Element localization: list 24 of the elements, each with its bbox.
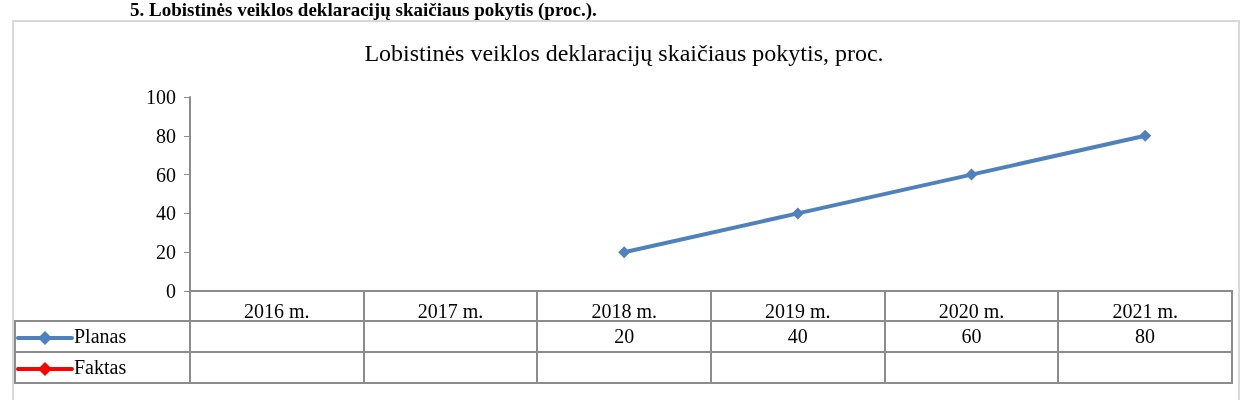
text: 5. Lobistinės veiklos deklaracijų skaičiaus pokytis (proc.).: [130, 0, 597, 20]
y-tick-label: 100: [146, 86, 176, 108]
point: [1139, 129, 1152, 142]
x-tick-label: 2020 m.: [938, 300, 1005, 322]
y-tick-label: 80: [156, 124, 176, 147]
y-tick-label: 40: [156, 202, 176, 225]
data-label: 60: [884, 321, 1059, 352]
y-tick-label: 0: [166, 280, 176, 302]
chart-title: Lobistinės veiklos deklaracijų skaičiaus pokytis, proc.: [364, 40, 884, 66]
point: [791, 207, 804, 220]
x-tick-label: 2016 m.: [244, 300, 310, 322]
y-tick-label: 20: [156, 241, 176, 264]
x-tick-label: 2017 m.: [417, 300, 484, 322]
point: [965, 168, 978, 181]
x-tick-label: 2019 m.: [765, 300, 831, 322]
y-tick-label: 60: [156, 163, 176, 186]
x-tick-label: 2021 m.: [1112, 300, 1178, 322]
x-tick-label: 2018 m.: [591, 300, 657, 322]
data-label: 40: [710, 321, 885, 352]
point: [618, 246, 631, 259]
legend-label: Planas: [15, 321, 190, 352]
legend-label: Faktas: [15, 352, 190, 383]
data-label: 20: [537, 321, 711, 352]
data-label: 80: [1058, 321, 1232, 352]
